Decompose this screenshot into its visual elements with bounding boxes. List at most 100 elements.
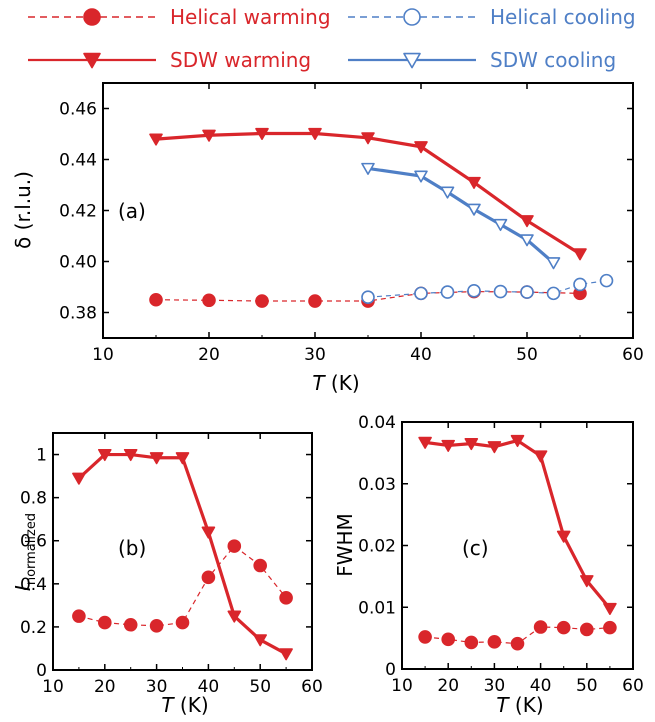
data-point (533, 450, 548, 463)
data-point (579, 575, 594, 588)
y-tick-label: 0.02 (358, 537, 396, 557)
x-tick-label: 50 (576, 676, 598, 696)
x-tick-label: 10 (42, 677, 64, 697)
data-point (227, 539, 242, 553)
x-tick-label: 10 (391, 676, 413, 696)
panel-c: 10 20 30 40 50 60 0 0.01 0.02 0.03 0.04 T (K) FWHM (c… (333, 413, 644, 717)
x-tick-label: 30 (304, 345, 326, 365)
y-tick-label: 0.46 (59, 100, 97, 120)
y-tick-label: 0.6 (20, 532, 47, 552)
series-sdw-warming (418, 434, 617, 615)
y-tick-label: 0.38 (59, 304, 97, 324)
data-point (361, 290, 375, 305)
data-point (149, 452, 164, 465)
y-axis-label: δ (r.l.u.) (11, 171, 35, 249)
x-tick-label: 50 (516, 345, 538, 365)
data-point (123, 448, 138, 462)
data-point (573, 248, 587, 261)
legend-marker (403, 52, 421, 69)
x-tick-label: 20 (198, 345, 220, 365)
data-point (520, 215, 534, 228)
y-tick-label: 0.40 (59, 253, 97, 273)
data-point (255, 294, 269, 308)
data-point (556, 530, 571, 543)
x-tick-label: 20 (437, 676, 459, 696)
series-line (78, 545, 287, 627)
y-tick-label: 0.4 (20, 575, 47, 595)
data-point (72, 472, 86, 485)
y-tick-label: 0.8 (20, 489, 47, 509)
data-point (308, 294, 322, 308)
panel-label: (b) (118, 536, 146, 560)
data-point (418, 436, 432, 449)
data-point (202, 293, 216, 308)
legend-marker (403, 8, 421, 26)
data-point (467, 284, 481, 298)
y-tick-label: 0.01 (358, 598, 396, 618)
data-point (279, 591, 293, 605)
data-point (533, 620, 548, 634)
data-point (253, 558, 268, 573)
series-helical-warming (418, 620, 617, 651)
x-axis-label: T (K) (312, 371, 359, 395)
y-tick-label: 0.04 (358, 413, 396, 433)
data-point (279, 648, 293, 661)
legend-marker (83, 8, 101, 26)
data-point (464, 635, 479, 650)
data-point (72, 609, 86, 623)
data-point (175, 452, 190, 465)
data-point (546, 286, 561, 301)
data-point (510, 434, 525, 448)
data-point (573, 277, 587, 292)
plot-frame (401, 421, 634, 670)
panel-b: 10 20 30 40 50 60 0 0.2 0.4 0.6 0.8 1 T (K) Inormaliz… (11, 432, 323, 717)
data-point (441, 439, 456, 452)
data-point (440, 285, 455, 299)
legend-label: Helical cooling (490, 5, 636, 29)
data-point (487, 441, 502, 454)
data-point (308, 127, 322, 140)
x-tick-label: 10 (92, 345, 114, 365)
panel-label: (a) (118, 199, 146, 223)
data-point (493, 218, 508, 232)
series-helical-warming (72, 539, 293, 633)
series-helical-cooling (361, 273, 614, 305)
data-point (201, 570, 216, 585)
x-tick-label: 60 (622, 676, 644, 696)
data-point (440, 186, 455, 199)
data-point (599, 273, 614, 288)
data-point (414, 141, 428, 154)
data-point (253, 634, 268, 647)
x-tick-label: 30 (484, 676, 506, 696)
data-point (414, 286, 428, 301)
series-sdw-warming (149, 127, 587, 261)
x-tick-label: 40 (198, 677, 220, 697)
data-point (227, 610, 242, 623)
x-tick-label: 60 (622, 345, 644, 365)
x-tick-label: 60 (301, 677, 323, 697)
y-tick-label: 0 (36, 661, 47, 681)
x-tick-label: 40 (530, 676, 552, 696)
y-tick-label: 0.44 (59, 151, 97, 171)
y-tick-label: 0.2 (20, 618, 47, 638)
data-point (123, 617, 138, 632)
legend-label: Helical warming (170, 5, 331, 29)
data-point (467, 203, 481, 216)
data-point (361, 132, 375, 145)
legend: Helical warming Helical cooling SDW warmin… (28, 5, 636, 72)
series-line (155, 290, 581, 302)
y-axis-label: Inormalized (11, 513, 39, 591)
series-line (424, 438, 612, 610)
data-point (441, 632, 456, 647)
x-axis-label: T (K) (161, 693, 208, 717)
data-point (98, 615, 112, 630)
x-axis-label: T (K) (496, 693, 543, 717)
data-point (149, 292, 163, 307)
series-sdw-warming (72, 448, 293, 661)
series-line (367, 280, 607, 298)
series-line (155, 131, 581, 256)
data-point (520, 234, 534, 247)
series-sdw-cooling (361, 162, 561, 270)
panel-label: (c) (462, 536, 489, 560)
data-point (202, 129, 216, 142)
